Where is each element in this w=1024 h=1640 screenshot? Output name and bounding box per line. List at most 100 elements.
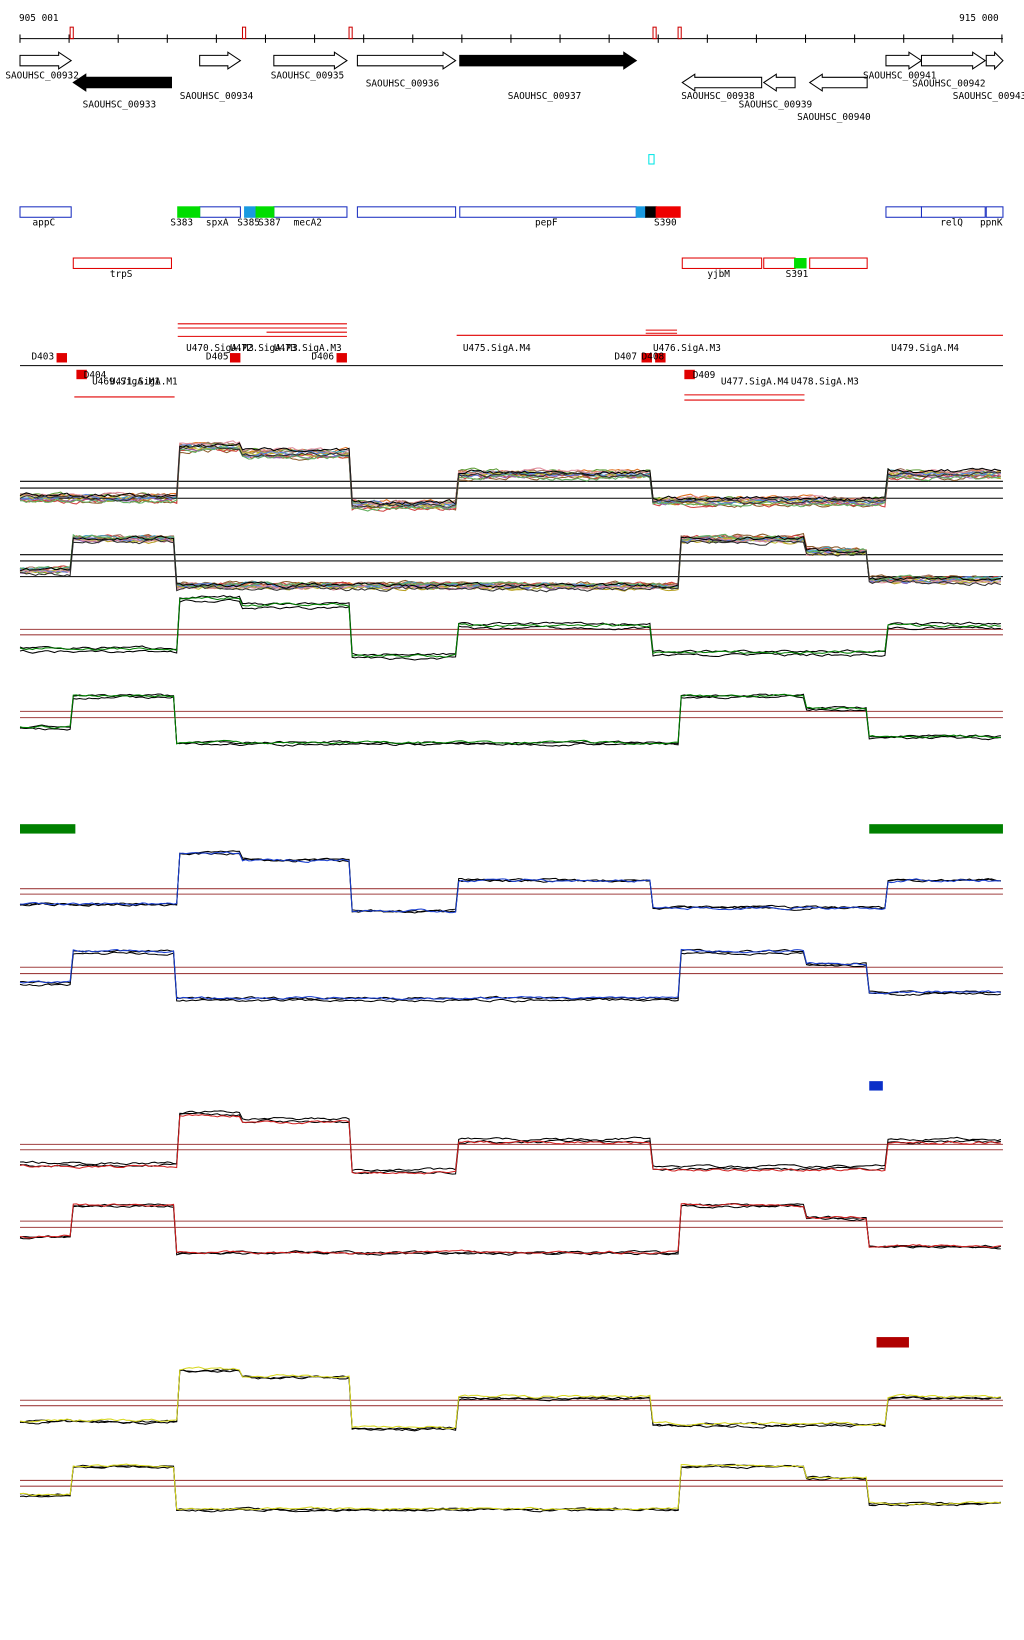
gene-arrow xyxy=(72,73,172,92)
gene-label: SAOUHSC_00941 xyxy=(863,70,937,81)
gene-arrow xyxy=(273,51,348,70)
transcript-label: U471.SigA.M1 xyxy=(110,376,178,387)
signal-line xyxy=(19,1464,1001,1513)
transcript-label: U477.SigA.M4 xyxy=(721,376,789,387)
feature xyxy=(177,206,201,218)
gene-label: SAOUHSC_00933 xyxy=(83,100,157,111)
transcript-block xyxy=(336,353,347,363)
transcript-label: U470.SigA.M3 xyxy=(186,343,254,354)
feature xyxy=(635,206,647,218)
signal-line xyxy=(19,535,1002,590)
signal-line xyxy=(19,1369,1001,1432)
legend-block xyxy=(869,1081,883,1091)
transcript-label: U476.SigA.M3 xyxy=(653,343,721,354)
feature xyxy=(199,206,241,218)
transcript-label: D406 xyxy=(311,351,334,362)
signal-line xyxy=(19,1112,1001,1175)
gene-arrow xyxy=(985,50,1004,71)
axis-mark xyxy=(348,26,353,40)
gene-arrow xyxy=(920,51,987,70)
feature-label: pepF xyxy=(535,218,558,229)
gene-arrow xyxy=(681,73,763,92)
transcript-label: U475.SigA.M4 xyxy=(463,343,531,354)
feature xyxy=(273,206,348,218)
signal-line xyxy=(19,852,1001,914)
operon xyxy=(763,257,796,269)
signal-line xyxy=(19,533,1002,588)
feature-label: mecA2 xyxy=(294,218,322,229)
operon xyxy=(794,258,807,269)
signal-line xyxy=(19,446,1001,512)
axis-mark xyxy=(241,26,247,40)
signal-line xyxy=(19,693,1001,746)
feature xyxy=(885,206,922,218)
signal-line xyxy=(19,948,1001,1001)
signal-line xyxy=(19,1202,1002,1255)
signal-line xyxy=(19,948,1001,1001)
signal-line xyxy=(19,694,1001,747)
gene-arrow xyxy=(762,73,796,92)
feature xyxy=(19,206,72,218)
signal-line xyxy=(19,1114,1001,1175)
feature xyxy=(920,206,986,218)
gene-label: SAOUHSC_00937 xyxy=(508,91,582,102)
signal-line xyxy=(19,1204,1001,1256)
feature-label: spxA xyxy=(206,218,229,229)
gene-arrow xyxy=(199,51,242,70)
feature-label: S387 xyxy=(258,218,281,229)
signal-line xyxy=(19,535,1001,589)
transcript-label: D403 xyxy=(31,351,54,362)
legend-block xyxy=(876,1337,909,1348)
signal-line xyxy=(19,444,1002,508)
transcript-block xyxy=(76,369,87,380)
signal-line xyxy=(19,693,1001,745)
axis-end: 915 000 xyxy=(959,13,999,24)
marker xyxy=(648,154,655,165)
axis-start: 905 001 xyxy=(19,13,59,24)
gene-label: SAOUHSC_00938 xyxy=(681,91,755,102)
operon xyxy=(681,257,763,269)
operon xyxy=(72,257,172,269)
signal-line xyxy=(19,1366,1001,1429)
feature xyxy=(985,206,1004,218)
gene-arrow xyxy=(356,51,457,70)
feature-label: ppnK xyxy=(980,218,1003,229)
gene-label: SAOUHSC_00943 xyxy=(953,91,1024,102)
feature-label: relQ xyxy=(940,218,963,229)
feature xyxy=(244,206,257,218)
legend-block xyxy=(869,824,1003,834)
transcript-label: D407 xyxy=(614,351,637,362)
gene-label: SAOUHSC_00939 xyxy=(739,100,813,111)
operon xyxy=(809,257,868,269)
axis-mark xyxy=(677,26,682,40)
transcript-label: U472.SigA.M3 xyxy=(230,343,298,354)
feature-label: appC xyxy=(33,218,56,229)
feature-label: S390 xyxy=(654,218,677,229)
signal-line xyxy=(19,1463,1001,1511)
gene-label: SAOUHSC_00934 xyxy=(180,91,254,102)
signal-line xyxy=(19,535,1002,590)
axis-mark xyxy=(652,26,657,40)
signal-line xyxy=(19,1110,1002,1172)
transcript-label: U479.SigA.M4 xyxy=(891,343,959,354)
signal-line xyxy=(19,1463,1001,1512)
signal-line xyxy=(19,534,1002,589)
transcript-label: U478.SigA.M3 xyxy=(791,376,859,387)
operon-label: S391 xyxy=(786,269,809,280)
gene-label: SAOUHSC_00936 xyxy=(366,79,440,90)
transcript-block xyxy=(641,353,652,363)
gene-label: SAOUHSC_00940 xyxy=(797,112,871,123)
signal-line xyxy=(19,951,1002,1003)
feature xyxy=(356,206,457,218)
transcript-label: U473.SigA.M3 xyxy=(274,343,342,354)
gene-label: SAOUHSC_00942 xyxy=(912,79,986,90)
gene-arrow xyxy=(808,73,868,92)
operon-label: trpS xyxy=(110,269,133,280)
transcript-label: U469.SigA.M1 xyxy=(92,376,160,387)
gene-label: SAOUHSC_00935 xyxy=(271,70,345,81)
signal-line xyxy=(19,532,1001,588)
gene-arrow xyxy=(459,51,638,70)
transcript-block xyxy=(56,353,68,363)
signal-line xyxy=(19,1203,1001,1255)
